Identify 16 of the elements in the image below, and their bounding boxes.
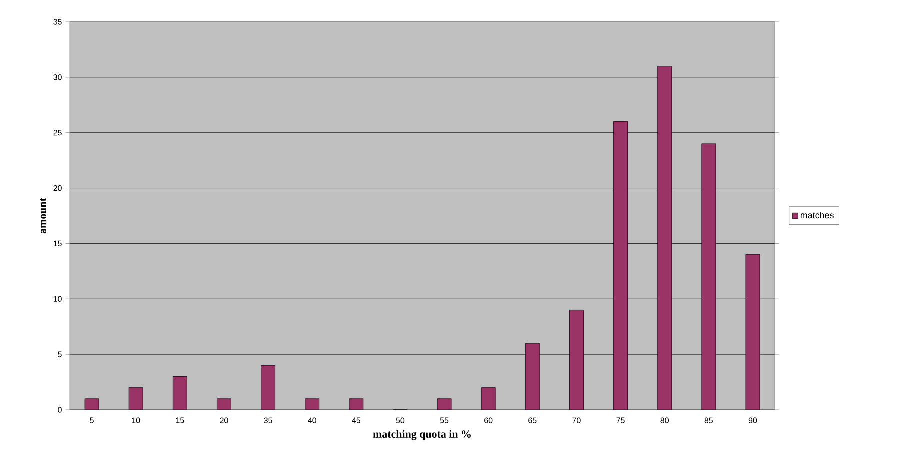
bar [261,365,276,410]
bar [658,66,672,410]
bar [702,144,716,410]
bar [746,254,760,410]
bar [349,398,364,410]
bar [570,310,584,410]
bar [305,398,320,410]
bar [217,398,232,410]
bar [172,376,188,410]
bar [614,122,628,410]
y-axis-title: amount [40,198,47,234]
legend-label: matches [800,212,834,219]
bar [525,343,540,410]
bar [128,388,144,410]
bar [481,388,496,410]
x-axis-title: matching quota in % [373,430,471,440]
